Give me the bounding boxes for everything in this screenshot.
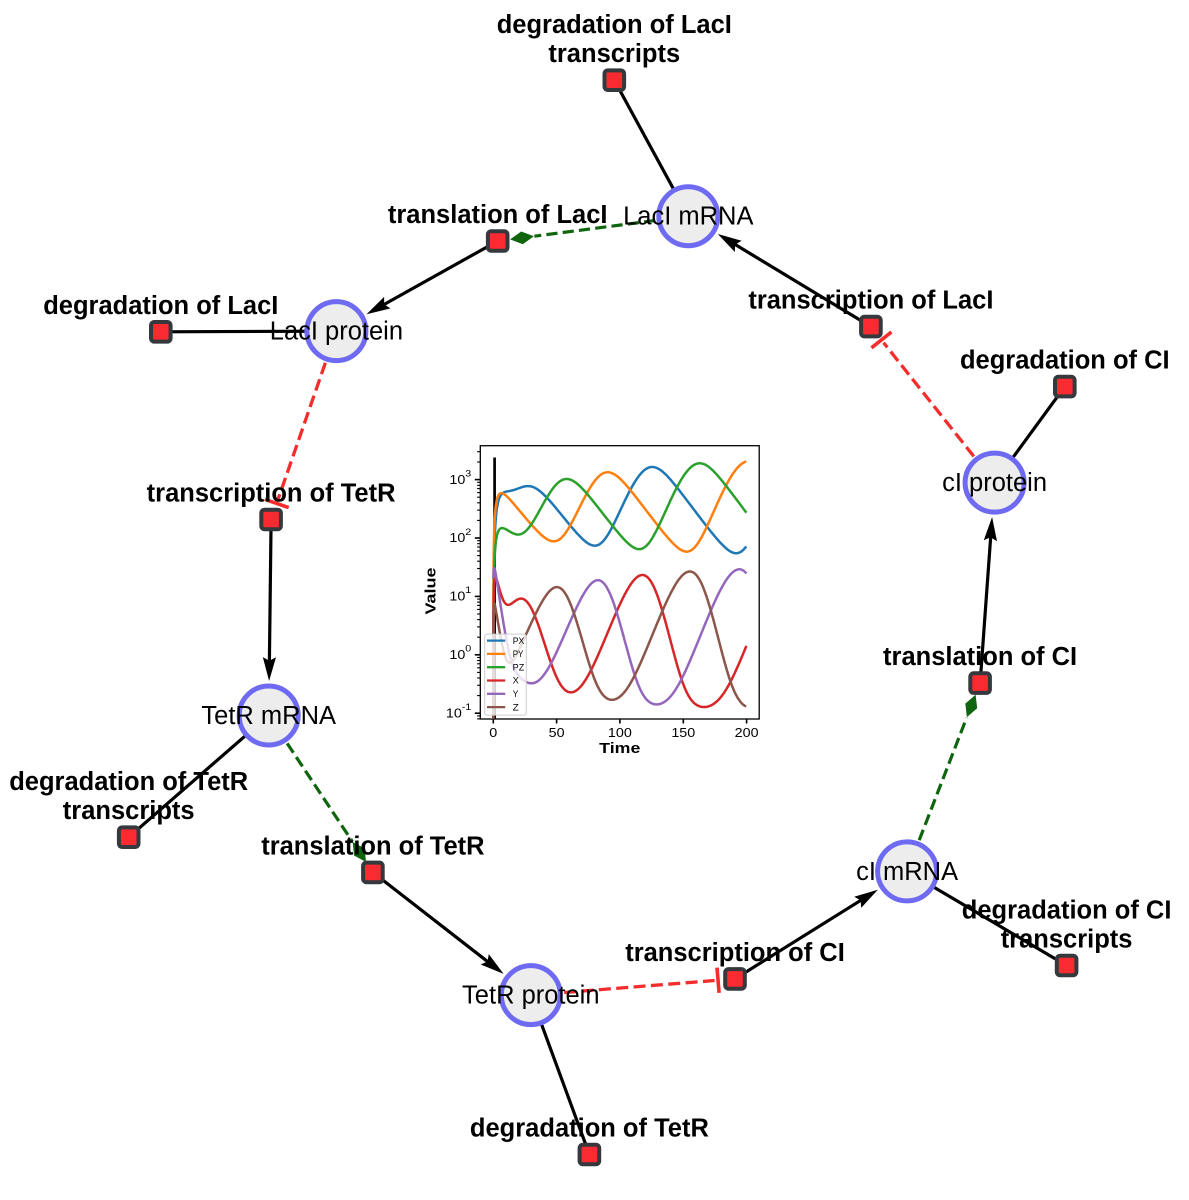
svg-text:degradation of LacI: degradation of LacI	[43, 292, 278, 320]
svg-text:translation of LacI: translation of LacI	[388, 201, 608, 229]
svg-text:0: 0	[465, 644, 471, 655]
svg-text:degradation of TetR: degradation of TetR	[470, 1115, 709, 1143]
svg-text:2: 2	[465, 527, 471, 538]
svg-text:10: 10	[449, 531, 465, 545]
svg-text:Value: Value	[423, 568, 440, 615]
svg-text:transcripts: transcripts	[548, 40, 680, 68]
svg-text:-1: -1	[462, 702, 472, 713]
svg-text:200: 200	[735, 726, 759, 740]
svg-text:50: 50	[549, 726, 565, 740]
svg-text:transcription of CI: transcription of CI	[625, 939, 845, 967]
svg-text:transcription of LacI: transcription of LacI	[748, 287, 993, 315]
svg-text:cI protein: cI protein	[942, 469, 1047, 497]
svg-text:LacI mRNA: LacI mRNA	[623, 203, 753, 231]
svg-text:transcripts: transcripts	[63, 797, 195, 825]
svg-text:degradation of CI: degradation of CI	[960, 347, 1170, 375]
svg-text:Time: Time	[599, 740, 640, 757]
svg-text:degradation of TetR: degradation of TetR	[9, 768, 248, 796]
svg-text:Z: Z	[513, 702, 520, 712]
svg-text:10: 10	[446, 706, 462, 720]
svg-text:TetR protein: TetR protein	[462, 982, 600, 1010]
svg-text:10: 10	[449, 648, 465, 662]
svg-text:10: 10	[449, 590, 465, 604]
svg-text:translation of TetR: translation of TetR	[261, 832, 484, 860]
svg-text:0: 0	[489, 726, 497, 740]
svg-text:PY: PY	[513, 649, 524, 659]
svg-text:Y: Y	[513, 689, 519, 699]
svg-text:X: X	[513, 676, 519, 686]
svg-text:cI mRNA: cI mRNA	[856, 858, 958, 886]
svg-text:degradation of CI: degradation of CI	[962, 897, 1172, 925]
svg-text:PZ: PZ	[513, 662, 525, 672]
svg-text:1: 1	[465, 585, 471, 596]
svg-text:150: 150	[671, 726, 695, 740]
svg-text:3: 3	[465, 468, 471, 479]
svg-text:10: 10	[449, 473, 465, 487]
svg-text:LacI protein: LacI protein	[270, 318, 403, 346]
svg-text:100: 100	[608, 726, 632, 740]
svg-text:TetR mRNA: TetR mRNA	[201, 702, 336, 730]
svg-text:transcription of TetR: transcription of TetR	[147, 480, 396, 508]
svg-text:transcripts: transcripts	[1001, 926, 1133, 954]
svg-text:degradation of LacI: degradation of LacI	[497, 11, 732, 39]
svg-text:PX: PX	[513, 636, 525, 646]
svg-text:translation of CI: translation of CI	[883, 643, 1077, 671]
